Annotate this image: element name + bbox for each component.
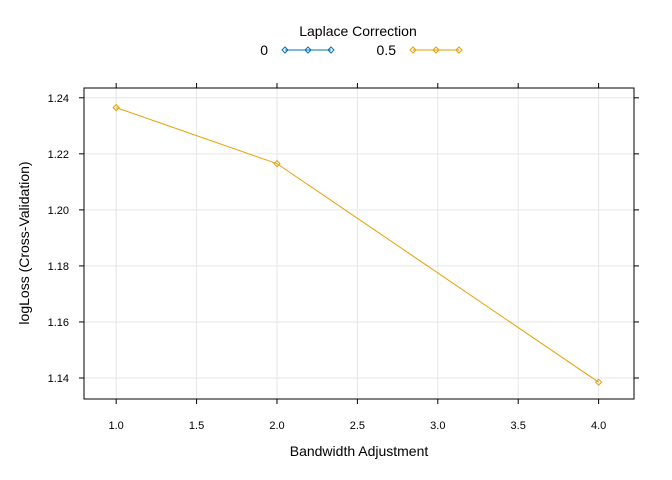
legend-label-0: 0 xyxy=(260,42,268,58)
data-point xyxy=(273,159,281,168)
x-tick-label: 2.5 xyxy=(350,420,365,432)
y-tick-label: 1.24 xyxy=(48,93,69,105)
x-tick-label: 3.5 xyxy=(511,420,526,432)
series-layer xyxy=(112,103,603,386)
y-tick-label: 1.14 xyxy=(48,373,69,385)
legend-marker xyxy=(432,46,440,54)
x-tick-label: 4.0 xyxy=(591,420,606,432)
y-tick-label: 1.18 xyxy=(48,261,69,273)
legend-label-1: 0.5 xyxy=(377,42,397,58)
legend-title: Laplace Correction xyxy=(299,23,417,39)
y-tick-label: 1.20 xyxy=(48,205,69,217)
legend-marker xyxy=(455,46,463,54)
legend-marker xyxy=(327,46,335,54)
legend: 0 0.5 xyxy=(260,42,463,58)
x-tick-label: 3.0 xyxy=(430,420,445,432)
x-axis: 1.0 1.5 2.0 2.5 3.0 3.5 4.0 xyxy=(109,83,606,432)
legend-marker xyxy=(409,46,417,54)
y-tick-label: 1.22 xyxy=(48,149,69,161)
data-point xyxy=(112,103,120,112)
grid xyxy=(84,88,634,399)
x-axis-label: Bandwidth Adjustment xyxy=(290,443,429,459)
data-point xyxy=(594,378,603,386)
y-axis-label: logLoss (Cross-Validation) xyxy=(16,161,32,324)
legend-marker xyxy=(304,46,312,54)
plot-panel-border xyxy=(83,87,635,400)
legend-marker xyxy=(281,46,289,54)
y-axis: 1.14 1.16 1.18 1.20 1.22 1.24 xyxy=(48,93,639,385)
series-line-1 xyxy=(115,107,599,383)
x-tick-label: 1.0 xyxy=(109,420,124,432)
x-tick-label: 1.5 xyxy=(189,420,204,432)
y-tick-label: 1.16 xyxy=(48,317,69,329)
x-tick-label: 2.0 xyxy=(269,420,284,432)
